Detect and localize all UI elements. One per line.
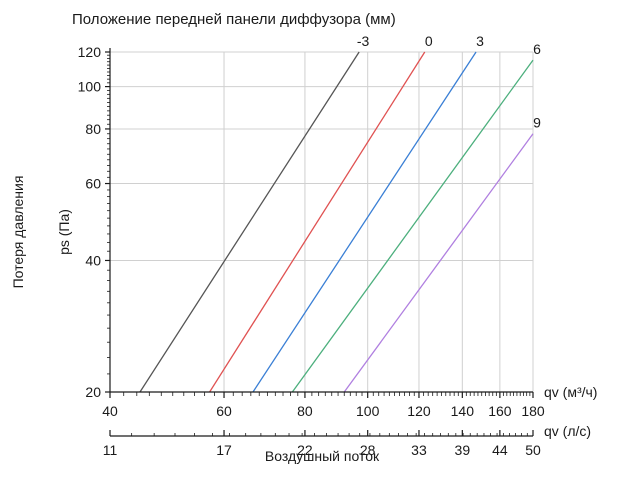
x-tick-label: 180 xyxy=(521,403,545,419)
x-tick-label: 100 xyxy=(356,403,380,419)
x-axis-label: Воздушный поток xyxy=(265,448,380,464)
series-label: -3 xyxy=(357,33,370,49)
series-line xyxy=(343,133,534,393)
y-tick-label: 40 xyxy=(85,252,101,268)
x2-tick-label: 28 xyxy=(360,442,376,458)
x2-tick-label: 39 xyxy=(455,442,471,458)
x2-tick-label: 44 xyxy=(492,442,508,458)
y-axis-outer-label: Потеря давления xyxy=(10,176,26,289)
y-tick-label: 80 xyxy=(85,121,101,137)
grid-lines xyxy=(110,51,534,392)
series-label: 0 xyxy=(425,33,433,49)
x2-axis-unit-label: qv (л/с) xyxy=(544,423,591,439)
series-lines: -3 0 3 6 9 xyxy=(139,33,541,393)
x-tick-label: 60 xyxy=(216,403,232,419)
series-line xyxy=(252,51,477,393)
series-line xyxy=(139,51,360,393)
x2-tick-label: 22 xyxy=(297,442,313,458)
x-tick-label: 160 xyxy=(488,403,512,419)
y-tick-label: 100 xyxy=(78,79,102,95)
series-label: 9 xyxy=(533,115,541,131)
x2-tick-label: 17 xyxy=(216,442,232,458)
y-tick-label: 20 xyxy=(85,384,101,400)
y-axis-label: ps (Па) xyxy=(56,209,72,255)
x-tick-label: 120 xyxy=(407,403,431,419)
x-tick-label: 40 xyxy=(102,403,118,419)
labels: Положение передней панели диффузора (мм)… xyxy=(10,11,597,464)
series-line xyxy=(209,51,426,393)
x2-tick-label: 11 xyxy=(103,442,118,458)
x2-tick-label: 50 xyxy=(525,442,541,458)
chart-title: Положение передней панели диффузора (мм) xyxy=(72,11,396,28)
series-line xyxy=(291,59,534,393)
x2-tick-label: 33 xyxy=(411,442,427,458)
series-label: 6 xyxy=(533,41,541,57)
y-tick-label: 120 xyxy=(78,44,102,60)
x-tick-label: 80 xyxy=(297,403,313,419)
series-label: 3 xyxy=(476,33,484,49)
x-axis-unit-label: qv (м³/ч) xyxy=(544,384,597,400)
y-tick-label: 60 xyxy=(85,176,101,192)
x-tick-label: 140 xyxy=(451,403,475,419)
